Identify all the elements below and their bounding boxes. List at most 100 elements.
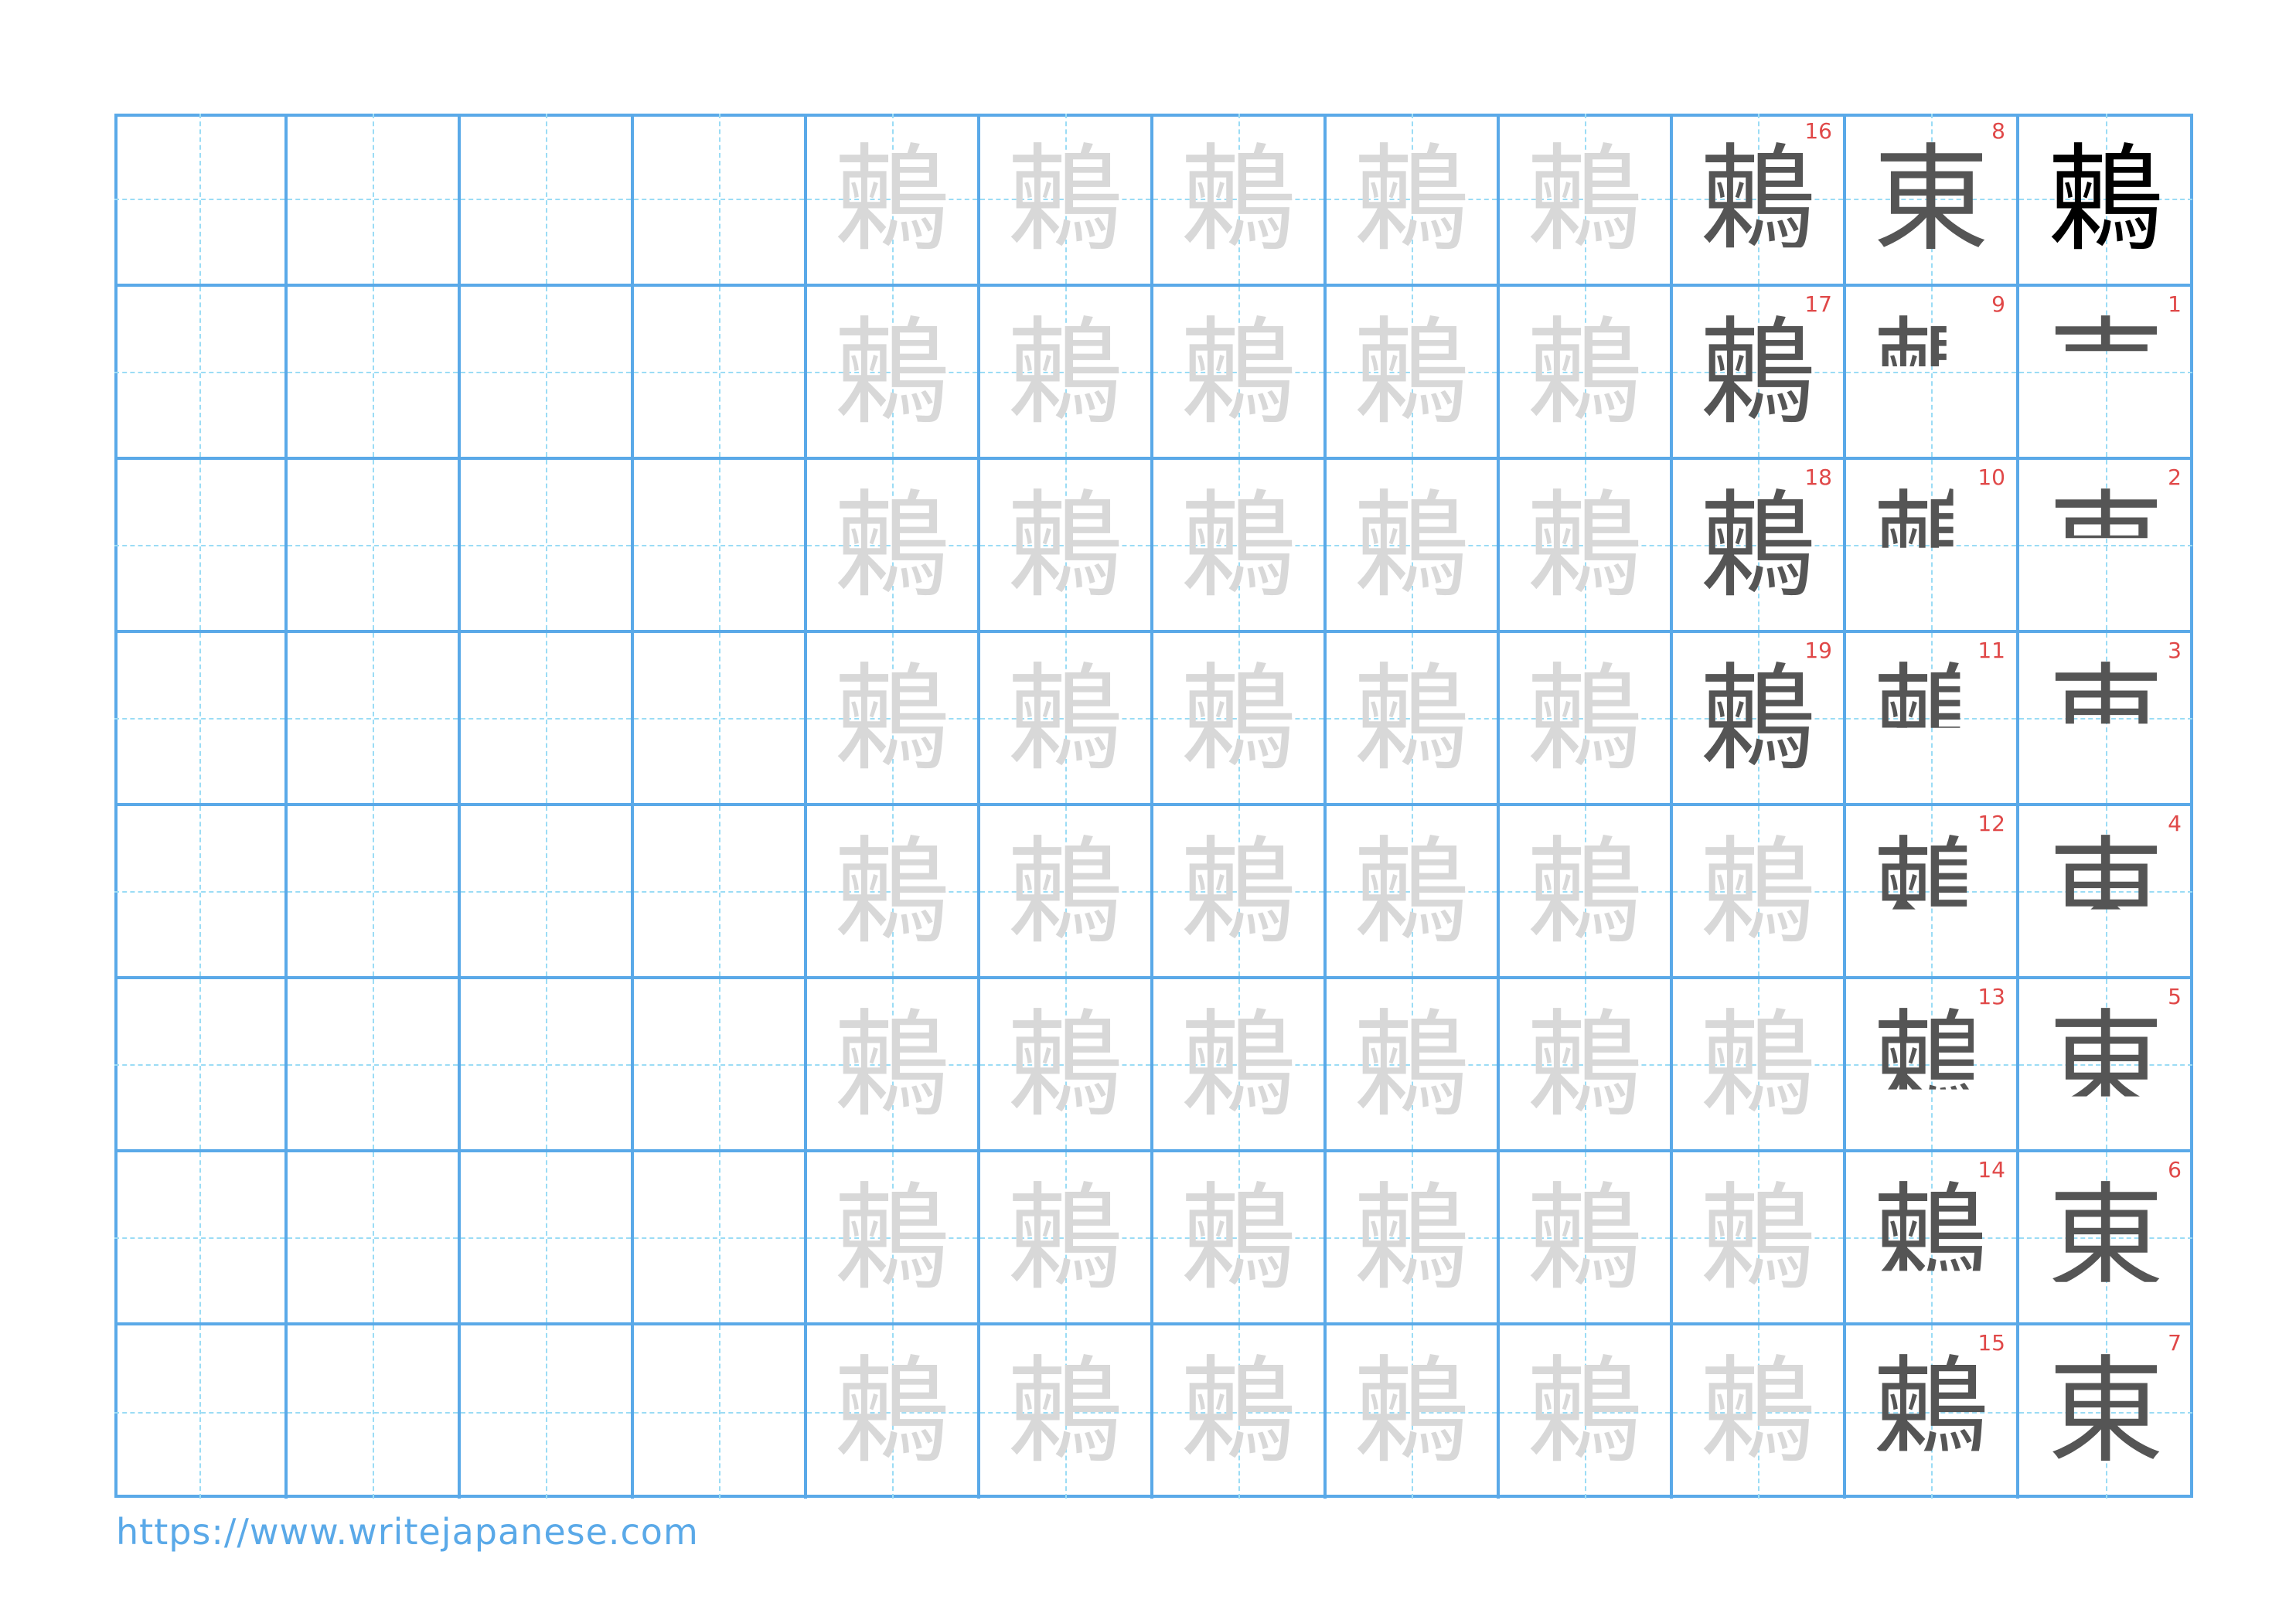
trace-character: 鶫 bbox=[1180, 306, 1296, 441]
guide-line-horizontal bbox=[634, 1064, 804, 1066]
guide-line-horizontal bbox=[1500, 718, 1670, 720]
grid-cell bbox=[288, 1152, 461, 1325]
guide-line-horizontal bbox=[634, 891, 804, 893]
guide-line-horizontal bbox=[114, 1237, 284, 1239]
trace-character: 鶫 bbox=[833, 133, 950, 267]
guide-line-horizontal bbox=[1327, 1412, 1497, 1414]
grid-cell bbox=[114, 114, 288, 287]
guide-line-horizontal bbox=[1500, 545, 1670, 546]
grid-cell: 鶫 bbox=[807, 633, 980, 806]
guide-line-horizontal bbox=[1673, 199, 1843, 200]
grid-cell: 鶫 bbox=[1500, 979, 1673, 1152]
grid-cell bbox=[634, 633, 807, 806]
guide-line-horizontal bbox=[980, 372, 1150, 373]
grid-cell: 鶫 bbox=[1673, 1152, 1846, 1325]
grid-cell: 16 鶫 bbox=[1673, 114, 1846, 287]
guide-line-horizontal bbox=[461, 545, 631, 546]
guide-line-horizontal bbox=[461, 718, 631, 720]
grid-cell: 鶫 bbox=[1327, 1152, 1500, 1325]
guide-line-horizontal bbox=[461, 372, 631, 373]
footer-url[interactable]: https://www.writejapanese.com bbox=[116, 1511, 699, 1553]
guide-line-horizontal bbox=[288, 718, 458, 720]
guide-line-horizontal bbox=[980, 1237, 1150, 1239]
stroke-number: 8 bbox=[1991, 118, 2005, 144]
guide-line-horizontal bbox=[461, 1412, 631, 1414]
guide-line-horizontal bbox=[114, 199, 284, 200]
trace-character: 鶫 bbox=[1180, 825, 1296, 960]
grid-cell: 鶫 bbox=[1153, 114, 1327, 287]
guide-line-horizontal bbox=[1846, 1412, 2016, 1414]
guide-line-horizontal bbox=[114, 718, 284, 720]
trace-character: 鶫 bbox=[1526, 1345, 1643, 1479]
guide-line-horizontal bbox=[114, 1064, 284, 1066]
stroke-step-character: 鶫 bbox=[1699, 479, 1816, 614]
guide-line-horizontal bbox=[1673, 1064, 1843, 1066]
grid-cell: 鶫 bbox=[1153, 1152, 1327, 1325]
trace-character: 鶫 bbox=[833, 825, 950, 960]
grid-cell: 鶫 bbox=[1500, 1152, 1673, 1325]
stroke-number: 14 bbox=[1977, 1157, 2005, 1182]
stroke-number: 3 bbox=[2168, 638, 2182, 663]
grid-cell bbox=[288, 806, 461, 979]
stroke-step-character: 鶫 bbox=[1872, 999, 1989, 1133]
trace-character: 鶫 bbox=[1526, 652, 1643, 787]
guide-line-horizontal bbox=[1500, 891, 1670, 893]
guide-line-horizontal bbox=[1153, 1064, 1323, 1066]
grid-cell bbox=[461, 979, 634, 1152]
guide-line-horizontal bbox=[114, 545, 284, 546]
grid-cell bbox=[634, 460, 807, 633]
trace-character: 鶫 bbox=[1526, 825, 1643, 960]
trace-character: 鶫 bbox=[1353, 133, 1470, 267]
stroke-number: 4 bbox=[2168, 811, 2182, 836]
grid-cell: 鶫 bbox=[1500, 287, 1673, 460]
guide-line-horizontal bbox=[807, 891, 977, 893]
guide-line-horizontal bbox=[1327, 891, 1497, 893]
grid-cell bbox=[634, 1325, 807, 1499]
trace-character: 鶫 bbox=[1353, 479, 1470, 614]
stroke-step-character: 鶫 bbox=[1699, 306, 1816, 441]
guide-line-horizontal bbox=[114, 891, 284, 893]
stroke-number: 11 bbox=[1977, 638, 2005, 663]
guide-line-horizontal bbox=[2019, 372, 2192, 373]
guide-line-horizontal bbox=[1153, 545, 1323, 546]
grid-cell: 11 鶫 bbox=[1846, 633, 2019, 806]
stroke-step-character: 鶫 bbox=[1872, 825, 1989, 960]
guide-line-horizontal bbox=[1673, 372, 1843, 373]
guide-line-horizontal bbox=[288, 891, 458, 893]
trace-character: 鶫 bbox=[833, 999, 950, 1133]
guide-line-horizontal bbox=[1846, 1064, 2016, 1066]
trace-character: 鶫 bbox=[1526, 306, 1643, 441]
guide-line-horizontal bbox=[1153, 718, 1323, 720]
guide-line-horizontal bbox=[1153, 891, 1323, 893]
guide-line-horizontal bbox=[1846, 1237, 2016, 1239]
grid-cell: 鶫 bbox=[980, 633, 1153, 806]
guide-line-horizontal bbox=[807, 1412, 977, 1414]
trace-character: 鶫 bbox=[1007, 1345, 1123, 1479]
grid-cell bbox=[288, 979, 461, 1152]
stroke-step-character: 東 bbox=[2047, 652, 2164, 787]
stroke-number: 19 bbox=[1804, 638, 1832, 663]
trace-character: 鶫 bbox=[1007, 306, 1123, 441]
trace-character: 鶫 bbox=[1353, 306, 1470, 441]
guide-line-horizontal bbox=[288, 199, 458, 200]
stroke-number: 17 bbox=[1804, 291, 1832, 317]
guide-line-horizontal bbox=[980, 1064, 1150, 1066]
trace-character: 鶫 bbox=[1007, 999, 1123, 1133]
guide-line-horizontal bbox=[2019, 1237, 2192, 1239]
grid-cell: 鶫 bbox=[1153, 287, 1327, 460]
guide-line-horizontal bbox=[980, 1412, 1150, 1414]
stroke-step-character: 東 bbox=[2047, 306, 2164, 441]
grid-cell: 12 鶫 bbox=[1846, 806, 2019, 979]
trace-character: 鶫 bbox=[1180, 479, 1296, 614]
stroke-number: 1 bbox=[2168, 291, 2182, 317]
guide-line-horizontal bbox=[634, 199, 804, 200]
guide-line-horizontal bbox=[1153, 1237, 1323, 1239]
grid-cell: 鶫 bbox=[807, 287, 980, 460]
grid-cell: 鶫 bbox=[1327, 1325, 1500, 1499]
guide-line-horizontal bbox=[1153, 199, 1323, 200]
grid-cell bbox=[634, 806, 807, 979]
trace-character: 鶫 bbox=[1007, 652, 1123, 787]
trace-character: 鶫 bbox=[833, 479, 950, 614]
guide-line-horizontal bbox=[634, 718, 804, 720]
